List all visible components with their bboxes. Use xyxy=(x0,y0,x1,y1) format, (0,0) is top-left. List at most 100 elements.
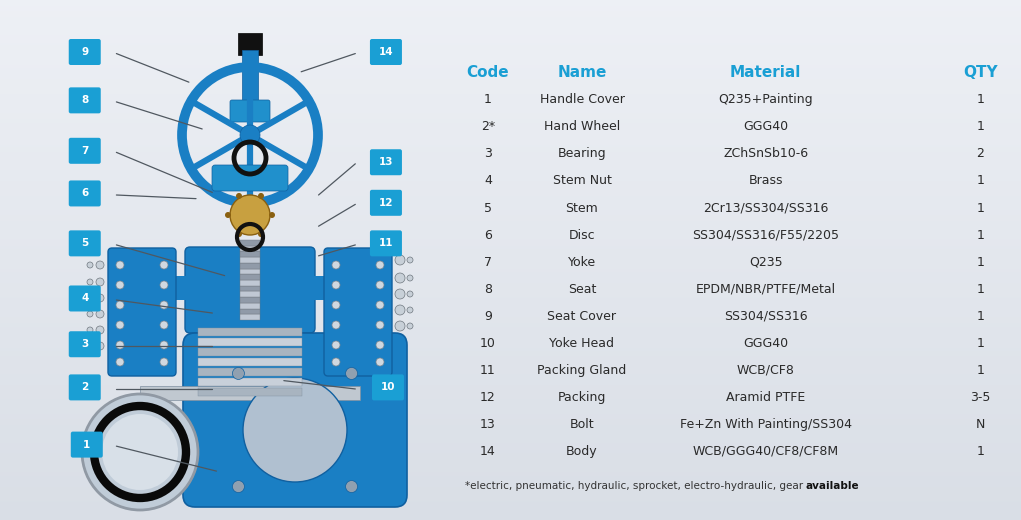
Bar xyxy=(0,61,1021,62)
Bar xyxy=(0,338,1021,339)
Bar xyxy=(0,385,1021,386)
Circle shape xyxy=(243,378,347,482)
Bar xyxy=(0,316,1021,317)
FancyBboxPatch shape xyxy=(370,39,402,65)
Bar xyxy=(0,328,1021,329)
Text: 11: 11 xyxy=(379,238,393,249)
FancyBboxPatch shape xyxy=(68,87,101,113)
FancyBboxPatch shape xyxy=(324,248,392,376)
Bar xyxy=(0,199,1021,200)
Circle shape xyxy=(345,368,357,380)
Bar xyxy=(0,198,1021,199)
Bar xyxy=(0,334,1021,335)
Bar xyxy=(0,279,1021,280)
Bar xyxy=(0,415,1021,416)
Bar xyxy=(0,164,1021,165)
Bar xyxy=(140,386,360,400)
Bar xyxy=(0,326,1021,327)
Bar xyxy=(0,263,1021,264)
Bar xyxy=(0,414,1021,415)
Bar xyxy=(240,314,260,320)
Text: Yoke Head: Yoke Head xyxy=(549,337,615,350)
Circle shape xyxy=(116,301,124,309)
Text: 12: 12 xyxy=(379,198,393,208)
Bar xyxy=(0,502,1021,503)
Bar xyxy=(0,183,1021,184)
Bar xyxy=(0,472,1021,473)
Bar xyxy=(0,26,1021,27)
Bar xyxy=(0,268,1021,269)
Bar xyxy=(198,358,302,366)
Bar xyxy=(0,477,1021,478)
Text: 9: 9 xyxy=(484,309,492,322)
Bar xyxy=(0,436,1021,437)
Bar xyxy=(0,476,1021,477)
Bar xyxy=(0,337,1021,338)
Bar xyxy=(0,250,1021,251)
Bar xyxy=(0,178,1021,179)
Bar xyxy=(0,471,1021,472)
Bar xyxy=(0,122,1021,123)
Bar xyxy=(0,517,1021,518)
Bar xyxy=(0,182,1021,183)
Bar xyxy=(0,470,1021,471)
Bar xyxy=(0,287,1021,288)
Bar xyxy=(0,144,1021,145)
Bar xyxy=(0,127,1021,128)
Bar xyxy=(0,53,1021,54)
Bar xyxy=(0,221,1021,222)
Bar xyxy=(0,298,1021,299)
Bar xyxy=(0,170,1021,171)
Bar xyxy=(0,487,1021,488)
Bar xyxy=(0,215,1021,216)
Bar xyxy=(0,333,1021,334)
Bar xyxy=(0,371,1021,372)
Bar xyxy=(0,370,1021,371)
FancyBboxPatch shape xyxy=(370,149,402,175)
Bar xyxy=(0,275,1021,276)
Bar xyxy=(0,354,1021,355)
Bar xyxy=(0,335,1021,336)
Bar xyxy=(0,343,1021,344)
Bar xyxy=(0,205,1021,206)
Bar xyxy=(0,375,1021,376)
Circle shape xyxy=(102,414,178,490)
Text: 3: 3 xyxy=(484,148,492,160)
Bar xyxy=(0,432,1021,433)
Bar xyxy=(0,336,1021,337)
Bar xyxy=(0,85,1021,86)
Bar xyxy=(0,450,1021,451)
Bar xyxy=(0,426,1021,427)
Bar xyxy=(0,105,1021,106)
Bar xyxy=(0,419,1021,420)
Circle shape xyxy=(82,394,198,510)
Bar xyxy=(0,159,1021,160)
Bar xyxy=(0,190,1021,191)
Bar xyxy=(0,294,1021,295)
Bar xyxy=(0,514,1021,515)
Bar xyxy=(242,50,258,105)
Bar xyxy=(0,437,1021,438)
Bar xyxy=(0,401,1021,402)
Bar xyxy=(0,456,1021,457)
Bar xyxy=(0,22,1021,23)
Bar xyxy=(0,362,1021,363)
Bar xyxy=(0,260,1021,261)
Bar xyxy=(0,72,1021,73)
Bar xyxy=(240,268,260,274)
Circle shape xyxy=(236,193,242,199)
Bar xyxy=(0,310,1021,311)
Text: 5: 5 xyxy=(484,201,492,214)
Bar xyxy=(0,52,1021,53)
Text: 10: 10 xyxy=(480,337,496,350)
Bar xyxy=(0,404,1021,405)
Text: 1: 1 xyxy=(976,228,984,241)
Bar xyxy=(0,4,1021,5)
Bar xyxy=(0,302,1021,303)
Bar xyxy=(240,252,260,257)
Bar xyxy=(0,91,1021,92)
Bar xyxy=(0,257,1021,258)
Text: 2: 2 xyxy=(976,148,984,160)
Bar xyxy=(0,300,1021,301)
Bar xyxy=(0,356,1021,357)
